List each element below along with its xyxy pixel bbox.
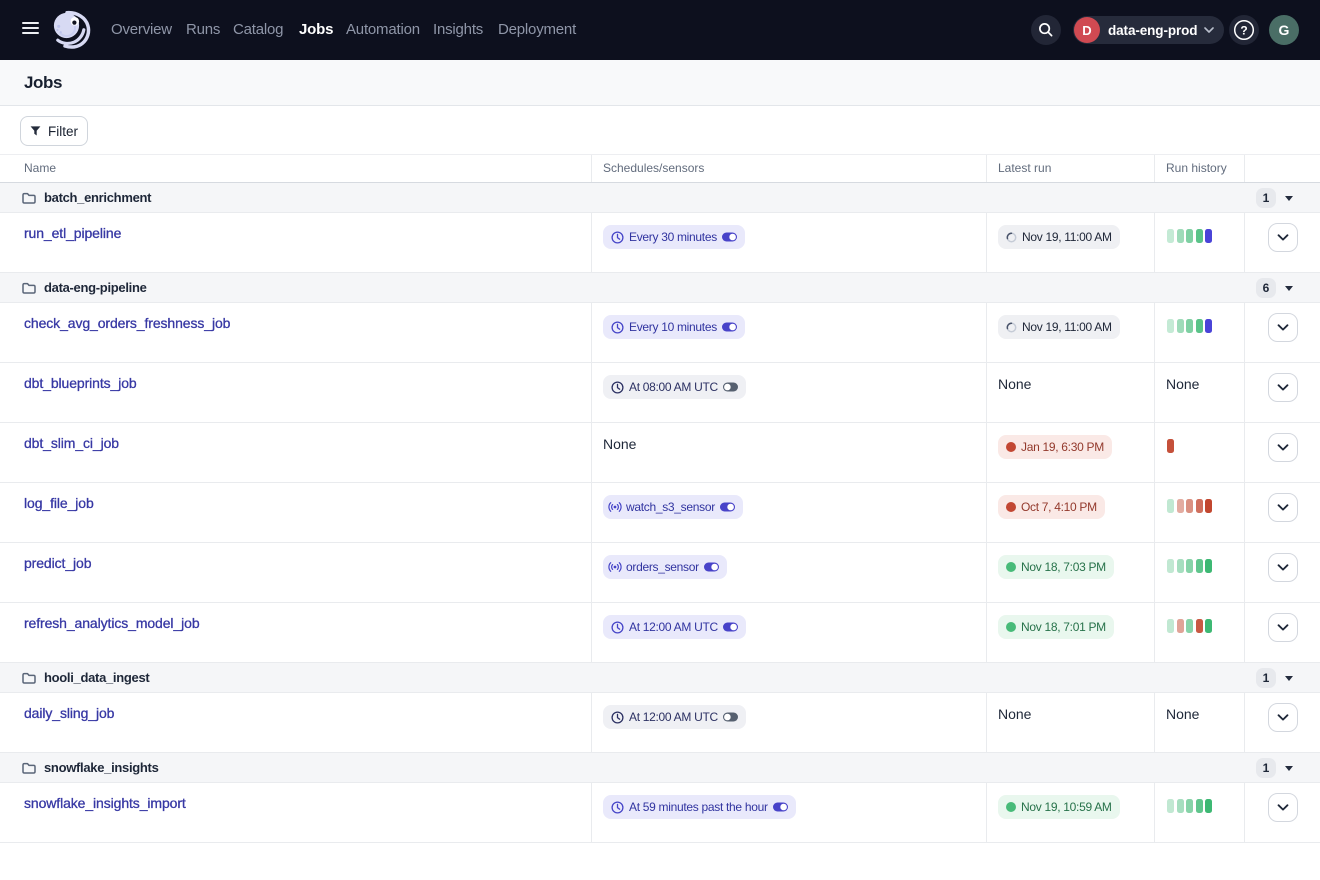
svg-text:?: ? bbox=[1240, 23, 1247, 37]
